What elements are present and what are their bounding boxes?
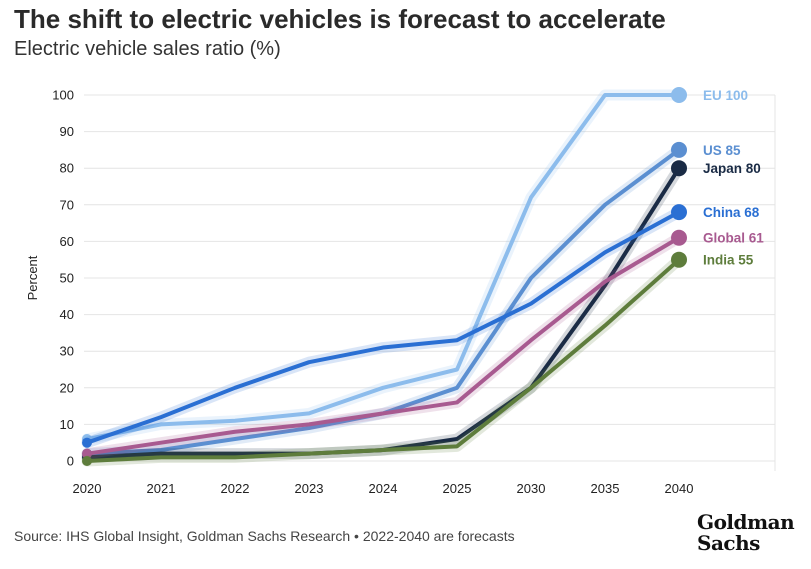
x-tick-2020: 2020	[73, 481, 102, 496]
y-tick-0: 0	[67, 454, 74, 469]
point-start-china	[82, 437, 92, 448]
series-line-eu	[85, 93, 681, 442]
point-end-eu	[671, 87, 687, 103]
label-eu: EU 100	[703, 88, 748, 103]
label-japan: Japan 80	[703, 161, 761, 176]
source-note: Source: IHS Global Insight, Goldman Sach…	[14, 528, 515, 544]
label-india: India 55	[703, 253, 754, 268]
series-line-india	[85, 257, 681, 463]
series-lines	[81, 87, 687, 467]
point-start-india	[82, 456, 92, 466]
y-tick-50: 50	[60, 271, 74, 286]
y-tick-60: 60	[60, 234, 74, 249]
point-end-japan	[671, 160, 687, 177]
y-tick-30: 30	[60, 344, 74, 359]
series-line-china	[85, 210, 681, 445]
logo-line-2: Sachs	[697, 531, 760, 555]
logo-line-1: Goldman	[697, 510, 795, 534]
goldman-sachs-logo: Goldman Sachs	[697, 512, 797, 554]
y-tick-20: 20	[60, 380, 74, 395]
x-tick-2040: 2040	[665, 481, 694, 496]
x-tick-2022: 2022	[221, 481, 250, 496]
series-china	[81, 204, 687, 449]
point-start-global	[82, 448, 92, 459]
point-end-global	[671, 229, 687, 246]
x-tick-2035: 2035	[591, 481, 620, 496]
y-tick-70: 70	[60, 197, 74, 212]
y-tick-40: 40	[60, 307, 74, 322]
chart-subtitle: Electric vehicle sales ratio (%)	[14, 38, 281, 60]
series-eu	[81, 87, 687, 445]
series-india	[81, 251, 687, 467]
point-end-us	[671, 141, 687, 158]
gridlines	[84, 94, 776, 471]
x-tick-2023: 2023	[295, 481, 324, 496]
chart-title: The shift to electric vehicles is foreca…	[14, 4, 666, 34]
point-end-india	[671, 251, 687, 268]
label-us: US 85	[703, 143, 741, 158]
y-axis-ticks: 0 10 20 30 40 50 60 70 80 90 100	[52, 88, 74, 469]
label-china: China 68	[703, 205, 760, 220]
series-global	[81, 229, 687, 460]
point-end-china	[671, 204, 687, 221]
x-tick-2021: 2021	[147, 481, 176, 496]
y-tick-10: 10	[60, 417, 74, 432]
y-tick-80: 80	[60, 161, 74, 176]
y-axis-label: Percent	[25, 255, 40, 300]
x-tick-2024: 2024	[369, 481, 398, 496]
y-tick-90: 90	[60, 124, 74, 139]
y-tick-100: 100	[52, 88, 74, 103]
series-line-global	[85, 235, 681, 456]
x-tick-2030: 2030	[517, 481, 546, 496]
series-labels: EU 100 US 85 Japan 80 China 68 Global 61 Indi…	[703, 88, 764, 268]
x-axis-ticks: 2020 2021 2022 2023 2024 2025 2030 2035 2040	[73, 481, 694, 496]
x-tick-2025: 2025	[443, 481, 472, 496]
label-global: Global 61	[703, 231, 764, 246]
